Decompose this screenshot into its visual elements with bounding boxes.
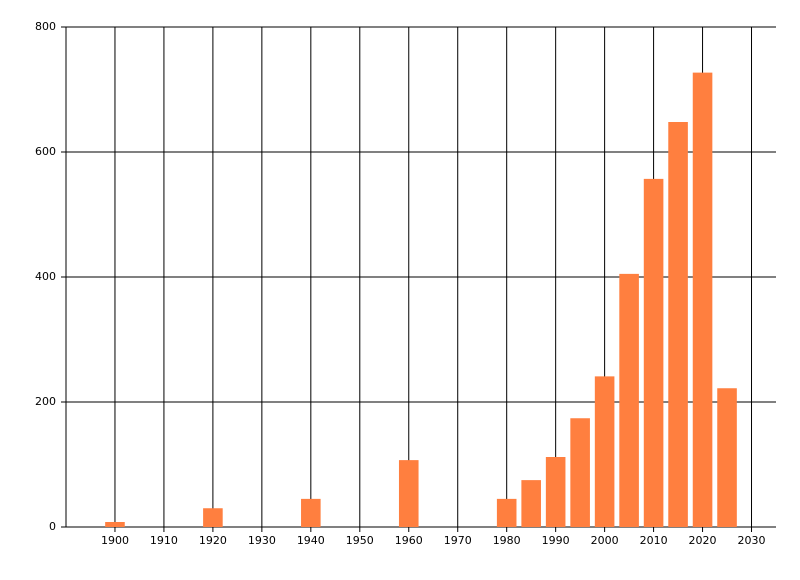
bar: [619, 273, 639, 527]
y-tick-label: 400: [35, 270, 56, 283]
x-tick-label: 2010: [640, 534, 668, 547]
bar: [643, 178, 664, 527]
bar: [717, 388, 737, 527]
bar: [301, 498, 321, 527]
x-tick-label: 1910: [150, 534, 178, 547]
bar: [398, 460, 419, 527]
x-tick-label: 1960: [395, 534, 423, 547]
x-tick-label: 1990: [542, 534, 570, 547]
y-tick-label: 200: [35, 395, 56, 408]
x-tick-label: 2020: [689, 534, 717, 547]
y-tick-label: 600: [35, 145, 56, 158]
y-tick-label: 0: [49, 520, 56, 533]
x-tick-label: 1900: [101, 534, 129, 547]
x-tick-label: 1920: [199, 534, 227, 547]
bar: [545, 457, 566, 527]
bar: [570, 418, 590, 527]
x-tick-label: 1970: [444, 534, 472, 547]
x-tick-label: 2030: [738, 534, 766, 547]
bar: [692, 72, 713, 527]
x-tick-label: 1950: [346, 534, 374, 547]
x-tick-label: 2000: [591, 534, 619, 547]
bar: [521, 480, 541, 527]
bar: [594, 376, 615, 527]
x-tick-label: 1930: [248, 534, 276, 547]
bar: [203, 508, 223, 527]
y-tick-label: 800: [35, 20, 56, 33]
bar: [496, 498, 517, 527]
bar: [668, 122, 688, 527]
bar: [105, 522, 125, 527]
x-tick-label: 1980: [493, 534, 521, 547]
x-tick-label: 1940: [297, 534, 325, 547]
